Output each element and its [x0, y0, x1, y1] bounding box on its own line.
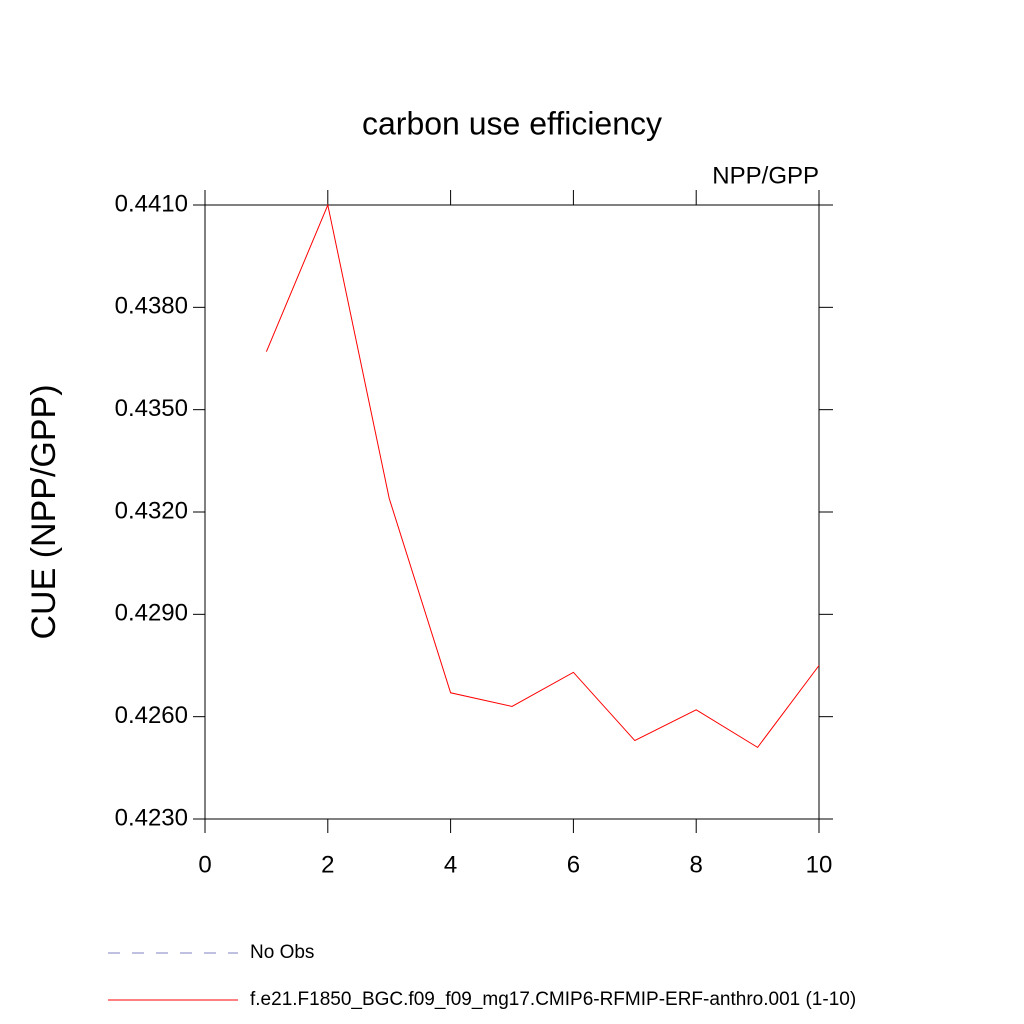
- x-tick-label: 4: [444, 851, 457, 878]
- y-tick-label: 0.4380: [115, 293, 188, 320]
- legend-label: No Obs: [250, 942, 314, 963]
- y-tick-label: 0.4290: [115, 600, 188, 627]
- x-tick-label: 0: [198, 851, 211, 878]
- y-tick-label: 0.4350: [115, 395, 188, 422]
- x-tick-label: 6: [567, 851, 580, 878]
- y-tick-label: 0.4320: [115, 497, 188, 524]
- chart-subtitle: NPP/GPP: [712, 162, 819, 189]
- legend-label: f.e21.F1850_BGC.f09_f09_mg17.CMIP6-RFMIP…: [250, 989, 856, 1010]
- y-tick-label: 0.4230: [115, 804, 188, 831]
- plot-frame: [204, 204, 820, 820]
- x-tick-label: 2: [321, 851, 334, 878]
- y-axis-label: CUE (NPP/GPP): [25, 384, 63, 639]
- y-tick-label: 0.4410: [115, 190, 188, 217]
- series-line: [265, 203, 820, 749]
- chart-title: carbon use efficiency: [362, 105, 662, 141]
- y-tick-label: 0.4260: [115, 702, 188, 729]
- x-tick-label: 10: [806, 851, 833, 878]
- x-tick-label: 8: [690, 851, 703, 878]
